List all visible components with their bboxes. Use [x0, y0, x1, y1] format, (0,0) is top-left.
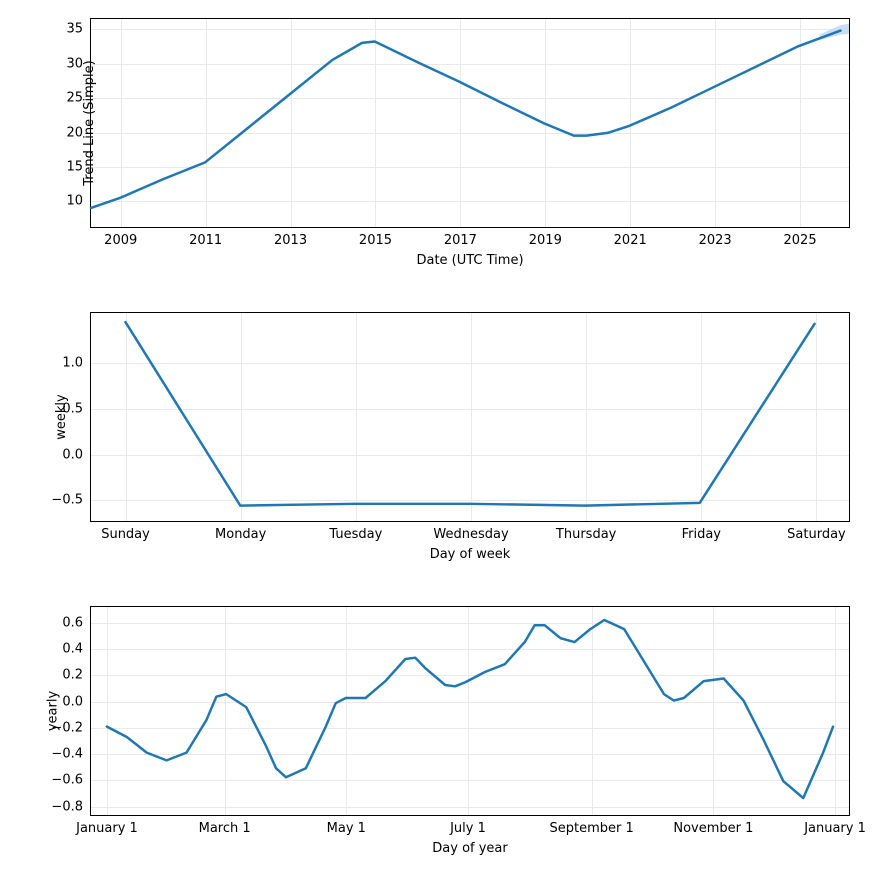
x-tick-label: May 1: [327, 821, 366, 836]
x-tick-label: March 1: [199, 821, 251, 836]
y-tick-label: 35: [66, 22, 83, 37]
x-tick-label: January 1: [76, 821, 138, 836]
y-tick-label: −0.6: [51, 773, 83, 788]
y-tick-label: 25: [66, 91, 83, 106]
x-tick-label: January 1: [804, 821, 866, 836]
y-tick-label: 0.0: [62, 694, 83, 709]
y-tick-label: 15: [66, 160, 83, 175]
y-tick-label: 30: [66, 56, 83, 71]
plot-trend: 2009201120132015201720192021202320251015…: [90, 18, 850, 228]
x-tick-label: November 1: [673, 821, 753, 836]
x-tick-label: Thursday: [556, 527, 616, 542]
x-tick-label: 2013: [274, 233, 307, 248]
x-tick-label: July 1: [450, 821, 486, 836]
x-tick-label: Monday: [215, 527, 266, 542]
series-svg: [91, 607, 849, 815]
plot-yearly: January 1March 1May 1July 1September 1No…: [90, 606, 850, 816]
y-axis-label: weekly: [54, 394, 69, 439]
y-axis-label: Trend Line (Simple): [82, 60, 97, 185]
x-axis-label: Day of week: [430, 547, 511, 562]
x-tick-label: Tuesday: [329, 527, 382, 542]
y-tick-label: 0.4: [62, 642, 83, 657]
plot-weekly: SundayMondayTuesdayWednesdayThursdayFrid…: [90, 312, 850, 522]
x-tick-label: 2011: [189, 233, 222, 248]
x-tick-label: 2019: [529, 233, 562, 248]
series-svg: [91, 313, 849, 521]
series-line: [91, 31, 841, 208]
x-axis-label: Date (UTC Time): [416, 253, 523, 268]
y-tick-label: 0.2: [62, 668, 83, 683]
x-tick-label: Friday: [682, 527, 721, 542]
y-tick-label: 10: [66, 194, 83, 209]
x-tick-label: Sunday: [101, 527, 150, 542]
y-axis-label: yearly: [46, 691, 61, 731]
y-tick-label: 1.0: [62, 356, 83, 371]
x-axis-label: Day of year: [432, 841, 507, 856]
y-tick-label: −0.8: [51, 799, 83, 814]
x-tick-label: Wednesday: [433, 527, 508, 542]
series-line: [125, 322, 814, 506]
x-tick-label: 2009: [104, 233, 137, 248]
x-tick-label: 2025: [784, 233, 817, 248]
series-line: [107, 620, 833, 798]
x-tick-label: 2023: [699, 233, 732, 248]
y-tick-label: 0.6: [62, 615, 83, 630]
x-tick-label: 2017: [444, 233, 477, 248]
y-tick-label: 20: [66, 125, 83, 140]
series-svg: [91, 19, 849, 227]
y-tick-label: −0.5: [51, 493, 83, 508]
y-tick-label: −0.4: [51, 747, 83, 762]
figure: 2009201120132015201720192021202320251015…: [0, 0, 878, 890]
x-tick-label: 2021: [614, 233, 647, 248]
y-tick-label: 0.0: [62, 447, 83, 462]
x-tick-label: Saturday: [787, 527, 846, 542]
x-tick-label: 2015: [359, 233, 392, 248]
x-tick-label: September 1: [550, 821, 634, 836]
